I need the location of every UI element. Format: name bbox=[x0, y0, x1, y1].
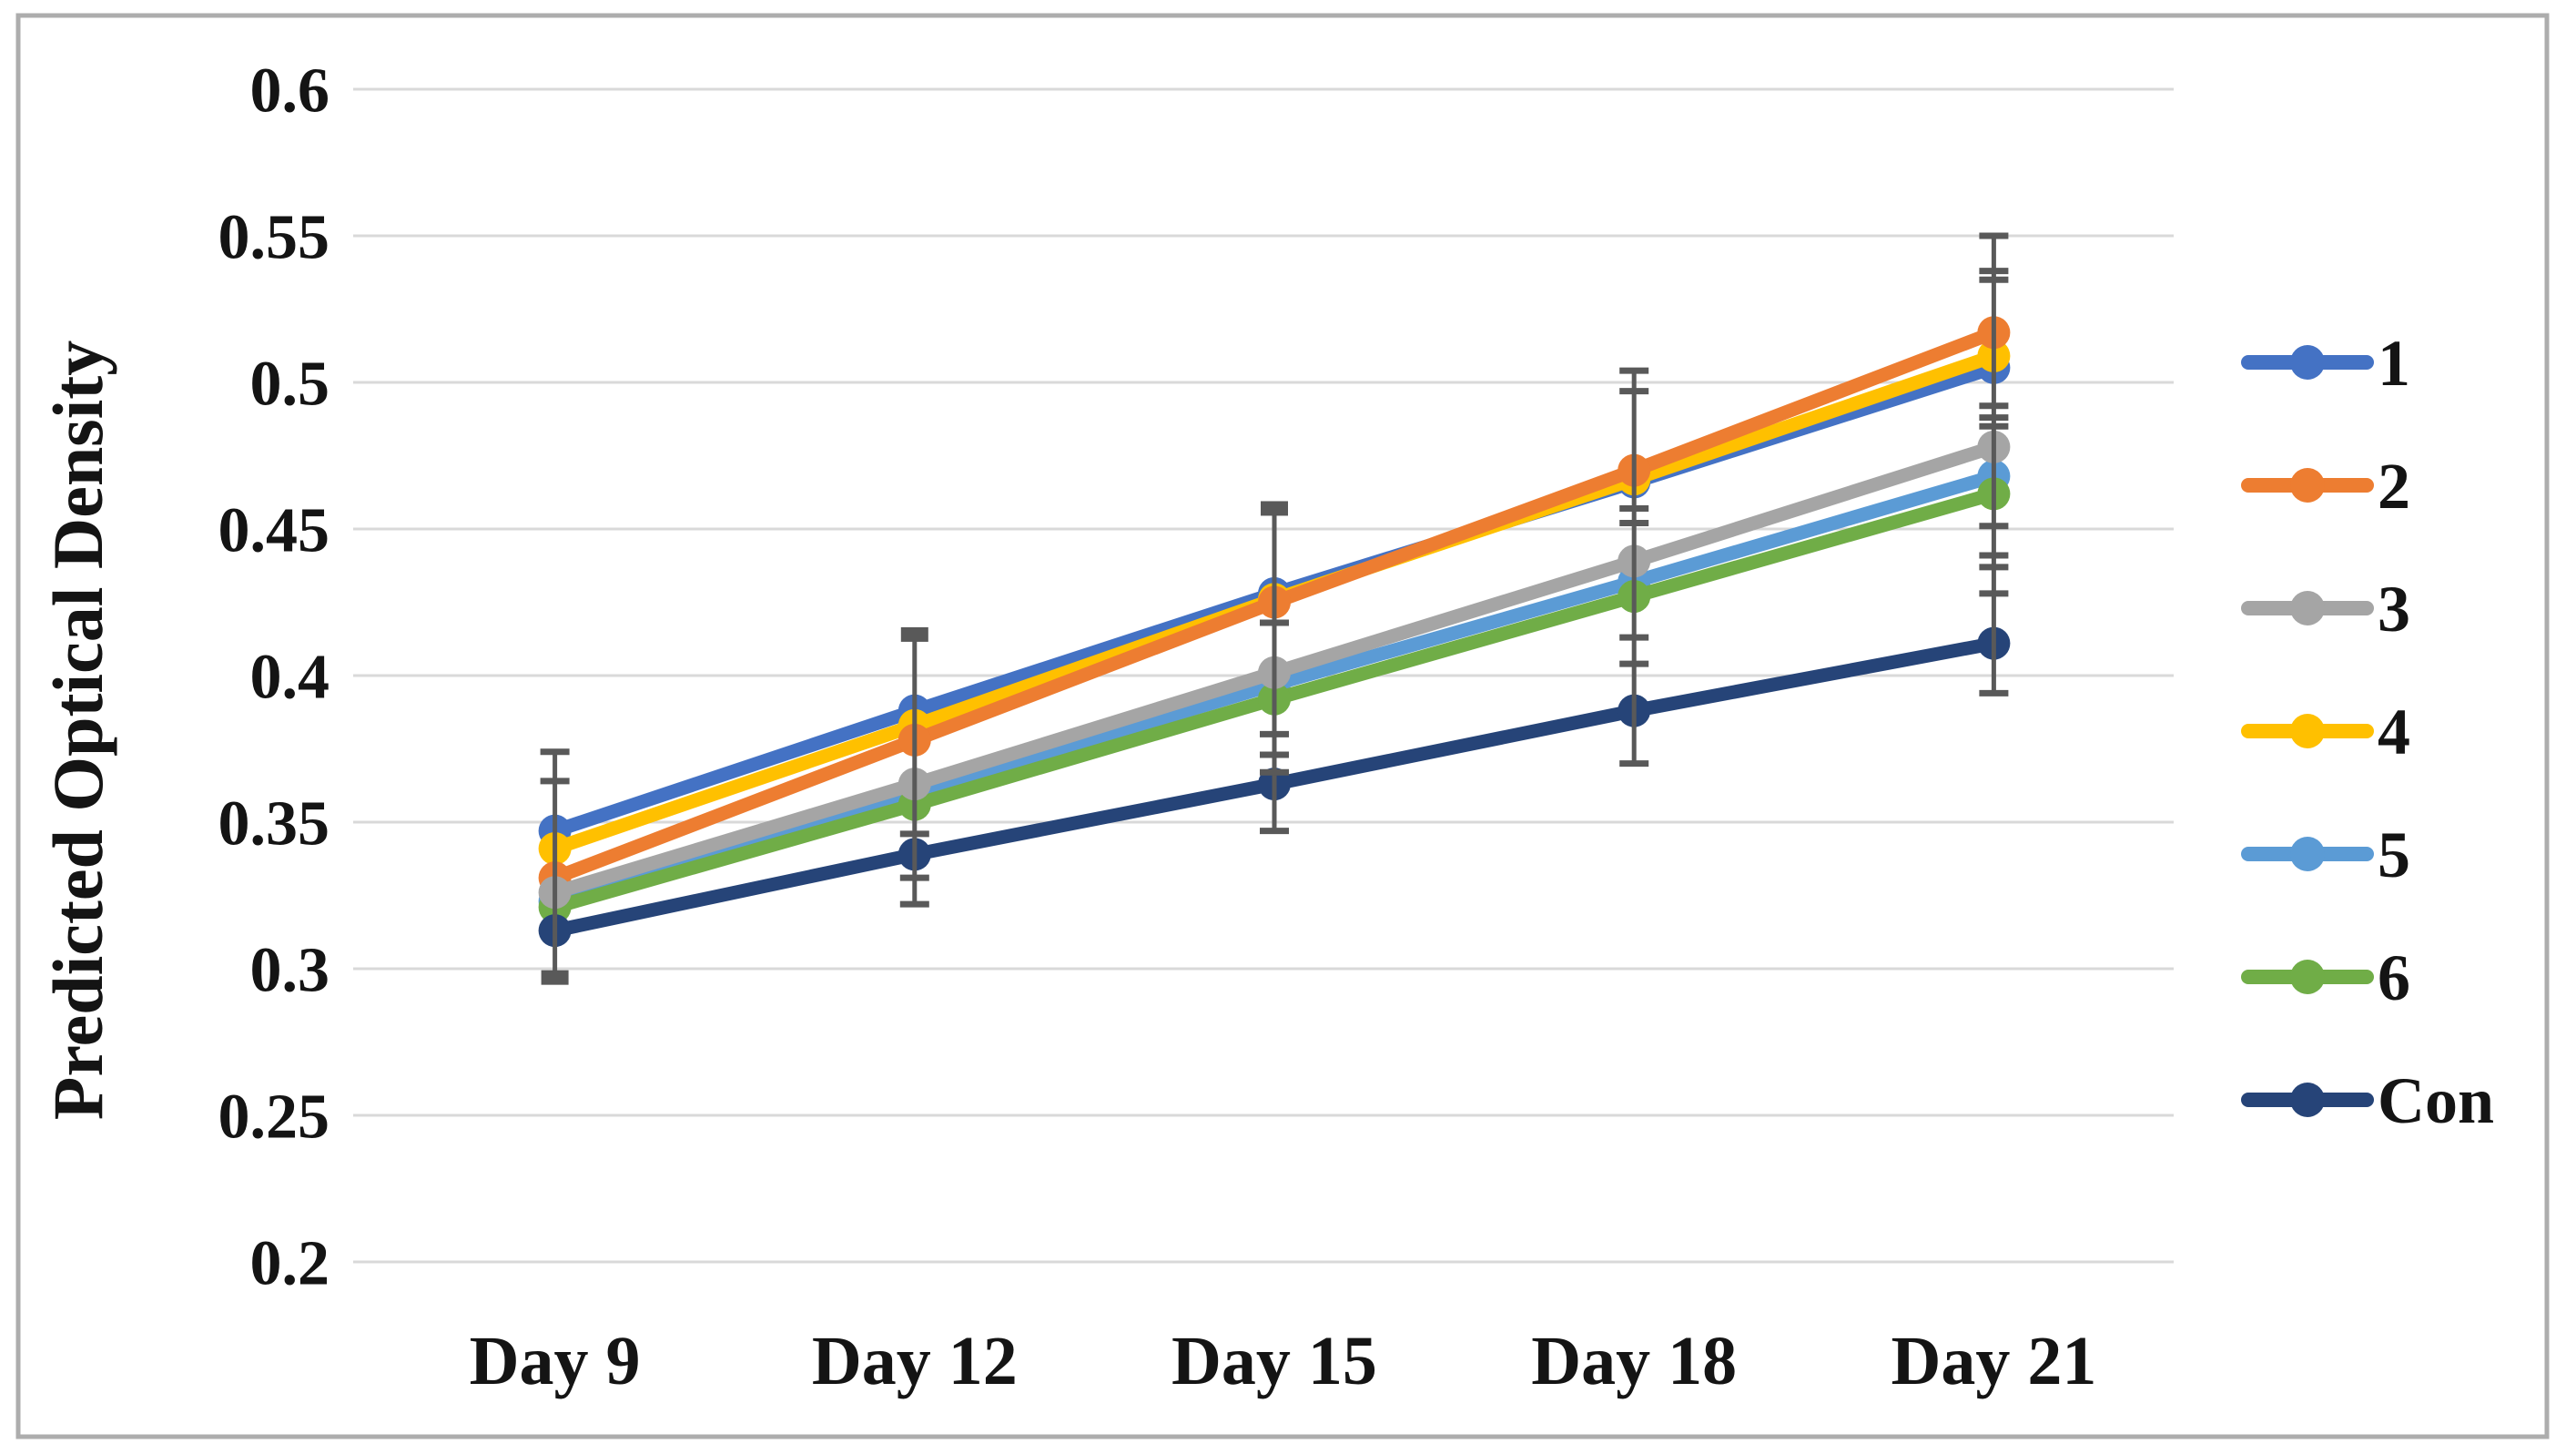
x-axis-category-labels: Day 9 Day 12 Day 15 Day 18 Day 21 bbox=[470, 1323, 2097, 1399]
y-tick-label-0.25: 0.25 bbox=[218, 1083, 330, 1153]
legend-item-4: 4 bbox=[2241, 696, 2410, 768]
error-bar-group-day-12 bbox=[899, 626, 929, 908]
legend-item-3: 3 bbox=[2241, 573, 2410, 646]
error-bar-square-cap bbox=[900, 626, 928, 642]
error-bar-square-cap bbox=[541, 970, 569, 985]
legend-label-6: 6 bbox=[2378, 941, 2410, 1014]
y-tick-label-0.5: 0.5 bbox=[250, 350, 330, 420]
legend-label-4: 4 bbox=[2378, 696, 2410, 768]
error-bar-group-day-9 bbox=[540, 748, 570, 985]
error-bar-group-day-15 bbox=[1260, 501, 1289, 835]
legend-marker-Con bbox=[2290, 1083, 2325, 1117]
y-tick-label-0.4: 0.4 bbox=[250, 643, 330, 713]
legend-item-6: 6 bbox=[2241, 941, 2410, 1014]
y-tick-label-0.35: 0.35 bbox=[218, 789, 330, 859]
legend: 1 2 3 4 5 6 Con bbox=[2241, 327, 2494, 1137]
y-tick-label-0.2: 0.2 bbox=[250, 1229, 330, 1299]
error-bar-group-day-18 bbox=[1619, 367, 1649, 768]
legend-marker-6 bbox=[2290, 960, 2325, 994]
y-axis-title: Predicted Optical Density bbox=[38, 341, 117, 1120]
y-tick-label-0.55: 0.55 bbox=[218, 203, 330, 273]
legend-marker-4 bbox=[2290, 714, 2325, 748]
x-category-label-day-12: Day 12 bbox=[812, 1323, 1018, 1399]
figure-border bbox=[15, 13, 2550, 1439]
legend-label-3: 3 bbox=[2378, 573, 2410, 646]
legend-label-5: 5 bbox=[2378, 819, 2410, 891]
legend-item-1: 1 bbox=[2241, 327, 2410, 400]
legend-item-2: 2 bbox=[2241, 450, 2410, 523]
error-bar-group-day-21 bbox=[1979, 232, 2009, 696]
legend-marker-5 bbox=[2290, 837, 2325, 871]
x-category-label-day-15: Day 15 bbox=[1171, 1323, 1377, 1399]
legend-marker-2 bbox=[2290, 468, 2325, 503]
x-category-label-day-18: Day 18 bbox=[1531, 1323, 1737, 1399]
x-category-label-day-9: Day 9 bbox=[470, 1323, 641, 1399]
x-category-label-day-21: Day 21 bbox=[1891, 1323, 2096, 1399]
error-bar-square-cap bbox=[1261, 501, 1288, 516]
legend-label-1: 1 bbox=[2378, 327, 2410, 400]
y-tick-label-0.6: 0.6 bbox=[250, 56, 330, 127]
legend-marker-3 bbox=[2290, 591, 2325, 625]
legend-item-5: 5 bbox=[2241, 819, 2410, 891]
y-axis-tick-labels: 0.6 0.55 0.5 0.45 0.4 0.35 0.3 0.25 0.2 bbox=[218, 56, 330, 1299]
legend-label-2: 2 bbox=[2378, 450, 2410, 523]
legend-item-Con: Con bbox=[2241, 1064, 2494, 1137]
error-bars bbox=[540, 232, 2009, 985]
y-tick-label-0.3: 0.3 bbox=[250, 936, 330, 1006]
y-tick-label-0.45: 0.45 bbox=[218, 496, 330, 566]
legend-label-Con: Con bbox=[2378, 1064, 2494, 1137]
legend-marker-1 bbox=[2290, 345, 2325, 380]
